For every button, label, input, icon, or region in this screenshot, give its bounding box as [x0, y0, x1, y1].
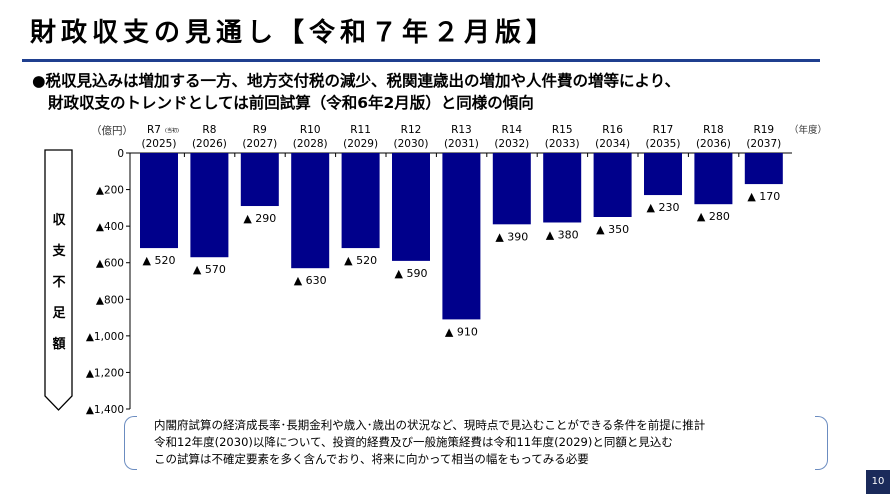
y-tick-label: ▲1,000 [86, 331, 124, 343]
x-tick-label: R19 [753, 124, 774, 136]
y-tick-label: ▲600 [96, 258, 124, 270]
bar-R13 [442, 153, 481, 320]
x-tick-year: (2025) [142, 138, 177, 150]
data-label: ▲ 590 [395, 267, 428, 280]
x-tick-label: R17 [653, 124, 674, 136]
bar-R8 [190, 153, 229, 258]
x-tick-label: R10 [300, 124, 321, 136]
x-tick-year: (2034) [595, 138, 630, 150]
bar-R14 [492, 153, 531, 225]
note-box: 内閣府試算の経済成長率･長期金利や歳入･歳出の状況など、現時点で見込むことができ… [124, 416, 828, 470]
data-label: ▲ 350 [596, 223, 629, 236]
data-label: ▲ 280 [697, 210, 730, 223]
side-char: 足 [52, 306, 66, 321]
data-label: ▲ 520 [143, 254, 176, 267]
x-tick-year: (2031) [444, 138, 479, 150]
y-tick-label: ▲800 [96, 294, 124, 306]
y-tick-label: ▲400 [96, 221, 124, 233]
data-label: ▲ 570 [193, 263, 226, 276]
note-line: 内閣府試算の経済成長率･長期金利や歳入･歳出の状況など、現時点で見込むことができ… [154, 418, 706, 432]
note-line: 令和12年度(2030)以降について、投資的経費及び一般施策経費は令和11年度(… [154, 435, 673, 449]
side-char: 不 [52, 275, 66, 290]
x-tick-year: (2030) [394, 138, 429, 150]
x-axis-unit: （年度） [789, 124, 827, 136]
x-tick-year: (2033) [545, 138, 580, 150]
x-tick-year: (2027) [242, 138, 277, 150]
x-tick-label: R8 [202, 124, 216, 136]
y-tick-label: 0 [117, 148, 124, 160]
data-label: ▲ 380 [546, 228, 579, 241]
category-note: (当初) [165, 127, 179, 134]
bar-R15 [543, 153, 582, 223]
summary-bullet: ●税収見込みは増加する一方、地方交付税の減少、税関連歳出の増加や人件費の増等によ… [32, 70, 680, 114]
data-label: ▲ 230 [647, 201, 680, 214]
y-tick-label: ▲1,400 [86, 404, 124, 416]
data-label: ▲ 520 [344, 254, 377, 267]
page-title: 財政収支の見通し【令和７年２月版】 [30, 18, 558, 48]
bar-R10 [291, 153, 330, 269]
x-tick-label: R9 [253, 124, 267, 136]
x-tick-label: R11 [350, 124, 371, 136]
side-char: 支 [52, 244, 66, 259]
x-tick-year: (2026) [192, 138, 227, 150]
title-rule [22, 59, 820, 62]
x-tick-label: R16 [602, 124, 623, 136]
x-tick-year: (2035) [646, 138, 681, 150]
bar-R7 [140, 153, 178, 249]
summary-line-2: 財政収支のトレンドとしては前回試算（令和6年2月版）と同様の傾向 [48, 94, 534, 112]
bar-R16 [593, 153, 632, 217]
side-char: 収 [52, 213, 66, 228]
x-tick-label: R14 [501, 124, 522, 136]
data-label: ▲ 630 [294, 274, 327, 287]
page-number: 10 [866, 470, 890, 494]
x-tick-year: (2028) [293, 138, 328, 150]
side-char: 額 [52, 337, 66, 352]
x-tick-label: R18 [703, 124, 724, 136]
bar-R19 [744, 153, 783, 185]
x-tick-year: (2036) [696, 138, 731, 150]
bar-R12 [392, 153, 430, 261]
x-tick-year: (2037) [746, 138, 781, 150]
y-tick-label: ▲200 [96, 185, 124, 197]
data-label: ▲ 290 [243, 212, 276, 225]
down-arrow-box [44, 149, 73, 411]
side-label: 収 支 不 足 額 [49, 205, 69, 360]
x-tick-label: R15 [552, 124, 573, 136]
bar-R11 [341, 153, 380, 249]
summary-line-1: ●税収見込みは増加する一方、地方交付税の減少、税関連歳出の増加や人件費の増等によ… [32, 72, 681, 90]
x-tick-label: R13 [451, 124, 472, 136]
bar-R9 [240, 153, 279, 207]
bar-R18 [694, 153, 733, 205]
y-tick-label: ▲1,200 [86, 367, 124, 379]
note-line: この試算は不確定要素を多く含んでおり、将来に向かって相当の幅をもってみる必要 [154, 452, 589, 466]
x-tick-year: (2029) [343, 138, 378, 150]
x-tick-year: (2032) [494, 138, 529, 150]
bar-R17 [644, 153, 682, 196]
data-label: ▲ 910 [445, 325, 478, 338]
x-tick-label: R7 [147, 124, 161, 136]
data-label: ▲ 170 [747, 190, 780, 203]
data-label: ▲ 390 [495, 230, 528, 243]
x-tick-label: R12 [401, 124, 422, 136]
y-axis-unit: （億円） [91, 124, 133, 137]
